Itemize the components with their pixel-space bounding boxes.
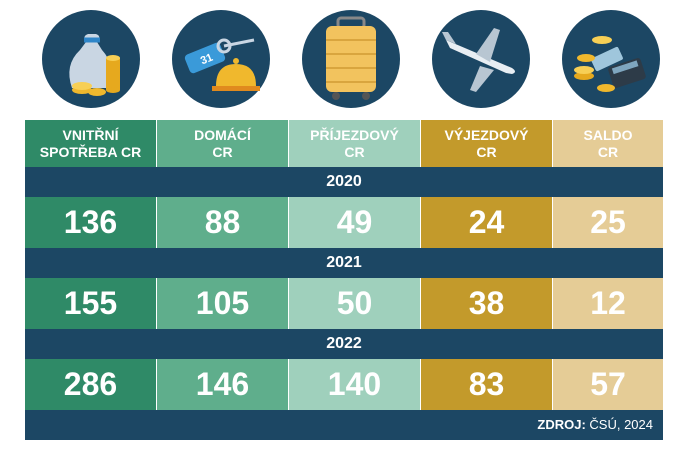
value-cell: 155 <box>25 278 156 329</box>
value-cell: 146 <box>157 359 288 410</box>
value-cell: 140 <box>289 359 420 410</box>
header-saldo: SALDO CR <box>553 120 663 167</box>
header-domaci: DOMÁCÍ CR <box>157 120 288 167</box>
coins-calculator-icon <box>562 10 660 108</box>
year-label-2020: 2020 <box>25 167 663 197</box>
airplane-icon <box>432 10 530 108</box>
value-cell: 24 <box>421 197 552 248</box>
value-cell: 83 <box>421 359 552 410</box>
value-cell: 105 <box>157 278 288 329</box>
tourism-table: VNITŘNÍ SPOTŘEBA CR DOMÁCÍ CR PŘÍJEZDOVÝ… <box>25 120 663 440</box>
header-row: VNITŘNÍ SPOTŘEBA CR DOMÁCÍ CR PŘÍJEZDOVÝ… <box>25 120 663 167</box>
header-vyjezdovy: VÝJEZDOVÝ CR <box>421 120 552 167</box>
year-label-2022: 2022 <box>25 329 663 359</box>
value-cell: 25 <box>553 197 663 248</box>
value-cell: 50 <box>289 278 420 329</box>
svg-text:31: 31 <box>199 52 215 68</box>
source-text: ČSÚ, 2024 <box>589 417 653 432</box>
value-cell: 286 <box>25 359 156 410</box>
source-note: ZDROJ: ČSÚ, 2024 <box>25 410 663 440</box>
hotel-key-bell-icon: 31 <box>172 10 270 108</box>
money-bag-coins-icon <box>42 10 140 108</box>
table-row: 155 105 50 38 12 <box>25 278 663 329</box>
value-cell: 12 <box>553 278 663 329</box>
value-cell: 38 <box>421 278 552 329</box>
table-row: 286 146 140 83 57 <box>25 359 663 410</box>
header-vnitrni-spotreba: VNITŘNÍ SPOTŘEBA CR <box>25 120 156 167</box>
suitcase-icon <box>302 10 400 108</box>
value-cell: 49 <box>289 197 420 248</box>
year-label-2021: 2021 <box>25 248 663 278</box>
table-row: 136 88 49 24 25 <box>25 197 663 248</box>
source-label: ZDROJ: <box>537 417 586 432</box>
value-cell: 136 <box>25 197 156 248</box>
value-cell: 57 <box>553 359 663 410</box>
value-cell: 88 <box>157 197 288 248</box>
header-prijezdovy: PŘÍJEZDOVÝ CR <box>289 120 420 167</box>
